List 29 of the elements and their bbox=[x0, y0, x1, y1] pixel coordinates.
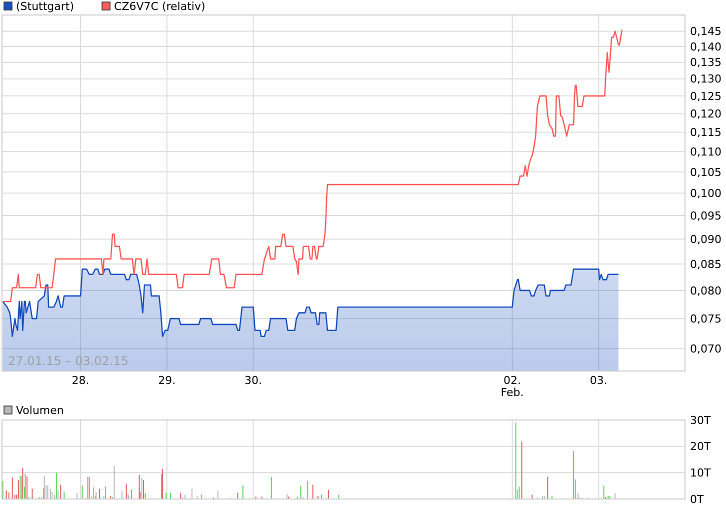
y-tick-label: 0,100 bbox=[690, 187, 722, 200]
y-tick-label: 0,105 bbox=[690, 166, 722, 179]
y-tick-label: 0,130 bbox=[690, 72, 722, 86]
y-tick-label: 30T bbox=[690, 414, 711, 427]
y-tick-label: 0,085 bbox=[690, 258, 722, 271]
y-tick-label: 0,145 bbox=[690, 25, 722, 38]
y-tick-label: 0,125 bbox=[690, 90, 722, 103]
y-tick-label: 0,075 bbox=[690, 312, 722, 326]
x-tick-label: 29. bbox=[158, 374, 176, 387]
y-tick-label: 0,080 bbox=[690, 284, 722, 298]
y-tick-label: 10T bbox=[690, 466, 711, 480]
x-tick-label: 02. Feb. bbox=[500, 374, 524, 399]
legend-label: Volumen bbox=[16, 404, 64, 417]
x-tick-label: 30. bbox=[244, 374, 262, 387]
legend-label: CZ6V7C (relativ) bbox=[114, 0, 206, 13]
y-tick-label: 0,115 bbox=[690, 126, 722, 140]
annotation: 27.01.15 – 03.02.15 bbox=[8, 354, 129, 368]
y-tick-label: 0,110 bbox=[690, 145, 722, 158]
y-tick-label: 0,140 bbox=[690, 40, 722, 54]
x-tick-label: 28. bbox=[72, 374, 90, 387]
y-tick-label: 0,120 bbox=[690, 108, 722, 121]
y-tick-label: 0,135 bbox=[690, 56, 722, 70]
y-tick-label: 20T bbox=[690, 440, 711, 454]
y-tick-label: 0,070 bbox=[690, 342, 722, 356]
y-tick-label: 0,095 bbox=[690, 209, 722, 222]
x-tick-label: 03. bbox=[590, 374, 608, 387]
y-tick-label: 0,090 bbox=[690, 232, 722, 246]
legend-label: (Stuttgart) bbox=[16, 0, 74, 13]
y-tick-label: 0T bbox=[690, 492, 704, 506]
